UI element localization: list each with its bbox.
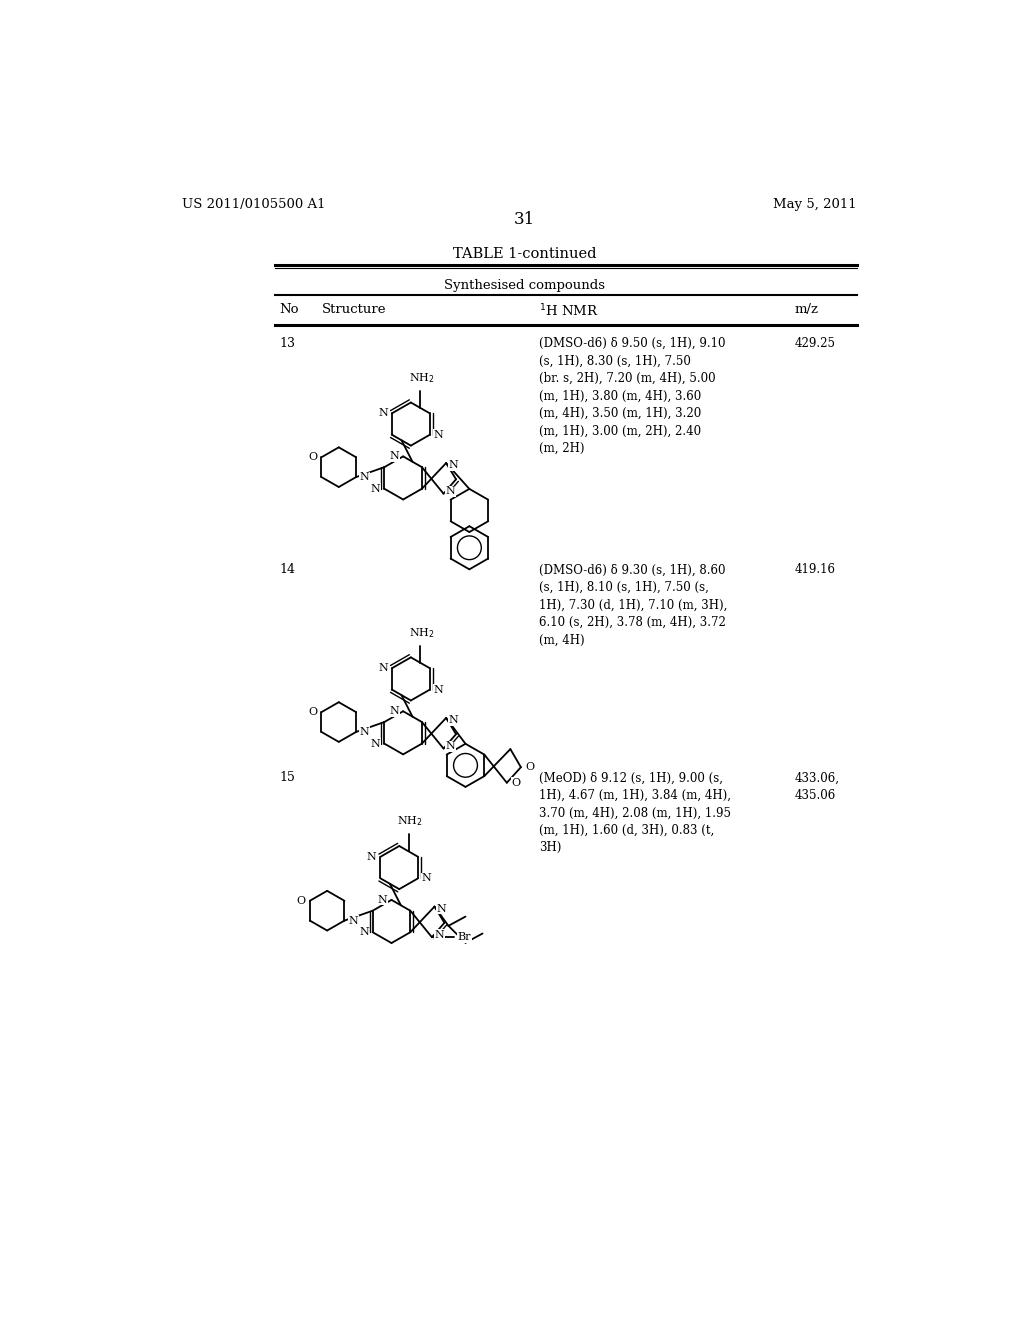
Text: N: N bbox=[433, 685, 443, 694]
Text: 419.16: 419.16 bbox=[795, 564, 836, 577]
Text: m/z: m/z bbox=[795, 304, 818, 317]
Text: 15: 15 bbox=[280, 771, 295, 784]
Text: O: O bbox=[525, 762, 535, 772]
Text: O: O bbox=[308, 708, 317, 717]
Text: N: N bbox=[359, 473, 370, 482]
Text: No: No bbox=[280, 304, 299, 317]
Text: US 2011/0105500 A1: US 2011/0105500 A1 bbox=[182, 198, 326, 211]
Text: Synthesised compounds: Synthesised compounds bbox=[444, 279, 605, 292]
Text: 13: 13 bbox=[280, 337, 295, 350]
Text: N: N bbox=[371, 739, 381, 748]
Text: N: N bbox=[389, 706, 399, 717]
Text: (DMSO-d6) δ 9.50 (s, 1H), 9.10
(s, 1H), 8.30 (s, 1H), 7.50
(br. s, 2H), 7.20 (m,: (DMSO-d6) δ 9.50 (s, 1H), 9.10 (s, 1H), … bbox=[539, 337, 725, 455]
Text: NH$_2$: NH$_2$ bbox=[409, 626, 434, 640]
Text: 433.06,
435.06: 433.06, 435.06 bbox=[795, 771, 840, 801]
Text: (MeOD) δ 9.12 (s, 1H), 9.00 (s,
1H), 4.67 (m, 1H), 3.84 (m, 4H),
3.70 (m, 4H), 2: (MeOD) δ 9.12 (s, 1H), 9.00 (s, 1H), 4.6… bbox=[539, 771, 731, 854]
Text: NH$_2$: NH$_2$ bbox=[409, 371, 434, 385]
Text: 14: 14 bbox=[280, 564, 295, 577]
Text: NH$_2$: NH$_2$ bbox=[397, 814, 423, 829]
Text: N: N bbox=[359, 727, 370, 737]
Text: O: O bbox=[511, 777, 520, 788]
Text: N: N bbox=[389, 451, 399, 462]
Text: N: N bbox=[359, 927, 369, 937]
Text: N: N bbox=[348, 916, 358, 925]
Text: N: N bbox=[445, 742, 456, 751]
Text: Structure: Structure bbox=[322, 304, 386, 317]
Text: TABLE 1-continued: TABLE 1-continued bbox=[453, 247, 597, 261]
Text: 31: 31 bbox=[514, 211, 536, 228]
Text: N: N bbox=[378, 895, 388, 906]
Text: O: O bbox=[308, 453, 317, 462]
Text: N: N bbox=[379, 663, 388, 673]
Text: N: N bbox=[434, 929, 444, 940]
Text: N: N bbox=[371, 483, 381, 494]
Text: N: N bbox=[379, 408, 388, 418]
Text: N: N bbox=[433, 430, 443, 440]
Text: (DMSO-d6) δ 9.30 (s, 1H), 8.60
(s, 1H), 8.10 (s, 1H), 7.50 (s,
1H), 7.30 (d, 1H): (DMSO-d6) δ 9.30 (s, 1H), 8.60 (s, 1H), … bbox=[539, 564, 727, 647]
Text: May 5, 2011: May 5, 2011 bbox=[773, 198, 856, 211]
Text: Br: Br bbox=[458, 932, 471, 942]
Text: N: N bbox=[437, 904, 446, 913]
Text: N: N bbox=[422, 874, 432, 883]
Text: N: N bbox=[449, 715, 458, 725]
Text: N: N bbox=[449, 461, 458, 470]
Text: $^{1}$H NMR: $^{1}$H NMR bbox=[539, 304, 598, 319]
Text: O: O bbox=[297, 896, 306, 906]
Text: 429.25: 429.25 bbox=[795, 337, 836, 350]
Text: N: N bbox=[367, 851, 377, 862]
Text: N: N bbox=[445, 486, 456, 496]
